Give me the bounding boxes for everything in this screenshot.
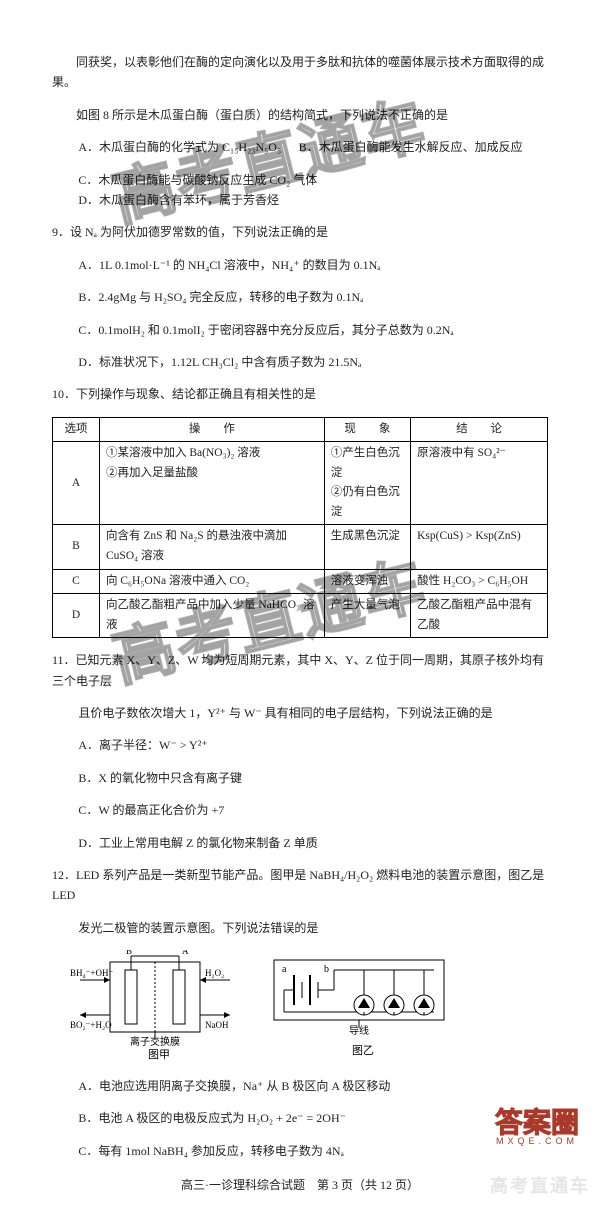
cell-op: ①某溶液中加入 Ba(NO₃)₂ 溶液②再加入足量盐酸 — [100, 442, 325, 525]
cell-ph: 产生大量气泡 — [324, 594, 410, 638]
caption-jia: 图甲 — [148, 1048, 170, 1060]
caption-yi: 图乙 — [352, 1044, 374, 1057]
diagram-jia: B A BH₄⁻+OH⁻ BO₂⁻+H₂O H₂O₂ NaOH 离子交换膜 图甲 — [70, 950, 240, 1064]
q8-options-row1: A．木瓜蛋白酶的化学式为 C₁₅H₂₃N₅O₅ B．木瓜蛋白酶能发生水解反应、加… — [52, 137, 548, 157]
cell-opt: B — [53, 525, 100, 569]
exam-page: 高考直通车 高考直通车 同获奖，以表彰他们在酶的定向演化以及用于多肽和抗体的噬菌… — [0, 0, 600, 1216]
q11-stem-2: 且价电子数依次增大 1，Y²⁺ 与 W⁻ 具有相同的电子层结构，下列说法正确的是 — [52, 703, 548, 723]
cell-opt: A — [53, 442, 100, 525]
cell-op: 向乙酸乙酯粗产品中加入少量 NaHCO₃ 溶液 — [100, 594, 325, 638]
q9-option-b: B．2.4gMg 与 H₂SO₄ 完全反应，转移的电子数为 0.1Nₐ — [52, 287, 548, 307]
label-left-bot: BO₂⁻+H₂O — [70, 1020, 112, 1030]
diagram-row: B A BH₄⁻+OH⁻ BO₂⁻+H₂O H₂O₂ NaOH 离子交换膜 图甲 — [70, 950, 548, 1064]
cell-ph: ①产生白色沉淀②仍有白色沉淀 — [324, 442, 410, 525]
cell-opt: C — [53, 569, 100, 594]
table-row: D 向乙酸乙酯粗产品中加入少量 NaHCO₃ 溶液 产生大量气泡 乙酸乙酯粗产品… — [53, 594, 548, 638]
diagram-yi: a b — [264, 950, 454, 1064]
cell-con: Ksp(CuS) > Ksp(ZnS) — [411, 525, 548, 569]
intro-line-1: 同获奖，以表彰他们在酶的定向演化以及用于多肽和抗体的噬菌体展示技术方面取得的成果… — [52, 52, 548, 93]
fuel-cell-svg: B A BH₄⁻+OH⁻ BO₂⁻+H₂O H₂O₂ NaOH 离子交换膜 图甲 — [70, 950, 240, 1060]
q12-stem-2: 发光二极管的装置示意图。下列说法错误的是 — [52, 918, 548, 938]
label-right-bot: NaOH — [205, 1020, 229, 1030]
q8-option-d: D．木瓜蛋白酶含有苯环，属于芳香烃 — [78, 190, 279, 210]
intro-line-2: 如图 8 所示是木瓜蛋白酶（蛋白质）的结构简式，下列说法不正确的是 — [52, 105, 548, 125]
table-row: C 向 C₆H₅ONa 溶液中通入 CO₂ 溶液变浑浊 酸性 H₂CO₃ > C… — [53, 569, 548, 594]
q9-option-a: A．1L 0.1mol·L⁻¹ 的 NH₄Cl 溶液中，NH₄⁺ 的数目为 0.… — [52, 255, 548, 275]
q9-option-d: D．标准状况下，1.12L CH₃Cl₂ 中含有质子数为 21.5Nₐ — [52, 352, 548, 372]
cell-con: 酸性 H₂CO₃ > C₆H₅OH — [411, 569, 548, 594]
page-footer: 高三·一诊理科综合试题 第 3 页（共 12 页） — [52, 1175, 548, 1195]
th-phenomenon: 现 象 — [324, 417, 410, 442]
label-b-pole: b — [324, 964, 329, 975]
cell-con: 原溶液中有 SO₄²⁻ — [411, 442, 548, 525]
q8-option-a: A．木瓜蛋白酶的化学式为 C₁₅H₂₃N₅O₅ — [78, 137, 281, 157]
table-row: B 向含有 ZnS 和 Na₂S 的悬浊液中滴加 CuSO₄ 溶液 生成黑色沉淀… — [53, 525, 548, 569]
q9-stem: 9．设 Nₐ 为阿伏加德罗常数的值，下列说法正确的是 — [52, 222, 548, 242]
cell-ph: 生成黑色沉淀 — [324, 525, 410, 569]
label-right-top: H₂O₂ — [205, 968, 224, 978]
q8-option-b: B．木瓜蛋白酶能发生水解反应、加成反应 — [299, 137, 523, 157]
q11-option-b: B．X 的氧化物中只含有离子键 — [52, 768, 548, 788]
cell-con: 乙酸乙酯粗产品中混有乙酸 — [411, 594, 548, 638]
label-b: B — [126, 950, 132, 956]
q11-option-d: D．工业上常用电解 Z 的氯化物来制备 Z 单质 — [52, 833, 548, 853]
q11-option-a: A．离子半径：W⁻ > Y²⁺ — [52, 735, 548, 755]
q9-option-c: C．0.1molH₂ 和 0.1molI₂ 于密闭容器中充分反应后，其分子总数为… — [52, 320, 548, 340]
th-operation: 操 作 — [100, 417, 325, 442]
cell-op: 向 C₆H₅ONa 溶液中通入 CO₂ — [100, 569, 325, 594]
q11-option-c: C．W 的最高正化合价为 +7 — [52, 800, 548, 820]
label-left-top: BH₄⁻+OH⁻ — [70, 968, 113, 978]
q10-stem: 10．下列操作与现象、结论都正确且有相关性的是 — [52, 384, 548, 404]
th-conclusion: 结 论 — [411, 417, 548, 442]
q11-stem-1: 11．已知元素 X、Y、Z、W 均为短周期元素，其中 X、Y、Z 位于同一周期，… — [52, 650, 548, 691]
table-row: A ①某溶液中加入 Ba(NO₃)₂ 溶液②再加入足量盐酸 ①产生白色沉淀②仍有… — [53, 442, 548, 525]
th-option: 选项 — [53, 417, 100, 442]
q12-option-b: B．电池 A 极区的电极反应式为 H₂O₂ + 2e⁻ = 2OH⁻ — [52, 1108, 548, 1128]
cell-ph: 溶液变浑浊 — [324, 569, 410, 594]
table-header-row: 选项 操 作 现 象 结 论 — [53, 417, 548, 442]
q10-table: 选项 操 作 现 象 结 论 A ①某溶液中加入 Ba(NO₃)₂ 溶液②再加入… — [52, 417, 548, 638]
label-a-pole: a — [282, 964, 287, 975]
q12-option-c: C．每有 1mol NaBH₄ 参加反应，转移电子数为 4Nₐ — [52, 1141, 548, 1161]
q12-stem-1: 12．LED 系列产品是一类新型节能产品。图甲是 NaBH₄/H₂O₂ 燃料电池… — [52, 865, 548, 906]
cell-opt: D — [53, 594, 100, 638]
cell-op: 向含有 ZnS 和 Na₂S 的悬浊液中滴加 CuSO₄ 溶液 — [100, 525, 325, 569]
q8-option-c: C．木瓜蛋白酶能与碳酸钠反应生成 CO₂ 气体 — [78, 170, 317, 190]
led-svg: a b — [264, 950, 454, 1060]
label-a: A — [182, 950, 189, 956]
q8-options-row2: C．木瓜蛋白酶能与碳酸钠反应生成 CO₂ 气体 D．木瓜蛋白酶含有苯环，属于芳香… — [52, 170, 548, 211]
q12-option-a: A．电池应选用阴离子交换膜，Na⁺ 从 B 极区向 A 极区移动 — [52, 1076, 548, 1096]
